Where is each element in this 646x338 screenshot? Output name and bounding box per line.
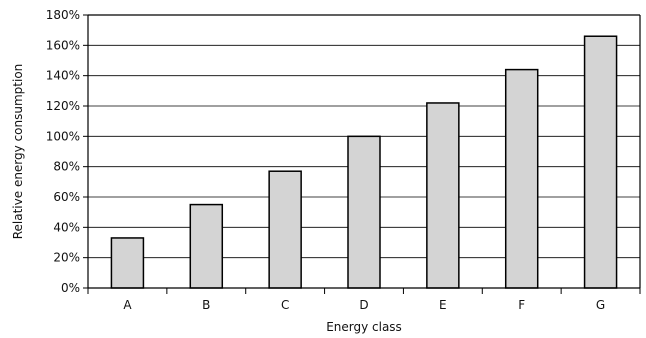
y-axis-title: Relative energy consumption (11, 64, 25, 240)
bar-B (189, 203, 224, 289)
y-tick-label: 0% (61, 281, 80, 295)
bar-D (347, 135, 381, 289)
y-tick-label: 160% (46, 38, 80, 52)
x-tick-labels: A B C D E F G (123, 298, 605, 312)
y-tick-label: 40% (53, 220, 80, 234)
x-tick-label: E (439, 298, 447, 312)
y-tick-label: 80% (53, 160, 80, 174)
y-tick-label: 180% (46, 8, 80, 22)
x-tick-label: A (123, 298, 132, 312)
y-tick-label: 100% (46, 129, 80, 143)
bar-G (583, 35, 618, 289)
bar-A (110, 237, 145, 289)
bar-F (504, 68, 539, 289)
y-tick-label: 20% (53, 251, 80, 265)
y-tick-labels: 0% 20% 40% 60% 80% 100% 120% 140% 160% 180% (46, 8, 80, 295)
bars (110, 35, 618, 289)
axes (83, 14, 641, 294)
x-axis-title: Energy class (326, 320, 402, 334)
x-tick-label: C (281, 298, 289, 312)
y-tick-label: 140% (46, 69, 80, 83)
y-tick-label: 120% (46, 99, 80, 113)
x-tick-label: F (518, 298, 525, 312)
bar-C (268, 170, 302, 289)
x-tick-label: B (202, 298, 210, 312)
x-tick-label: D (359, 298, 368, 312)
bar-E (426, 102, 460, 289)
x-tick-label: G (596, 298, 605, 312)
y-tick-label: 60% (53, 190, 80, 204)
